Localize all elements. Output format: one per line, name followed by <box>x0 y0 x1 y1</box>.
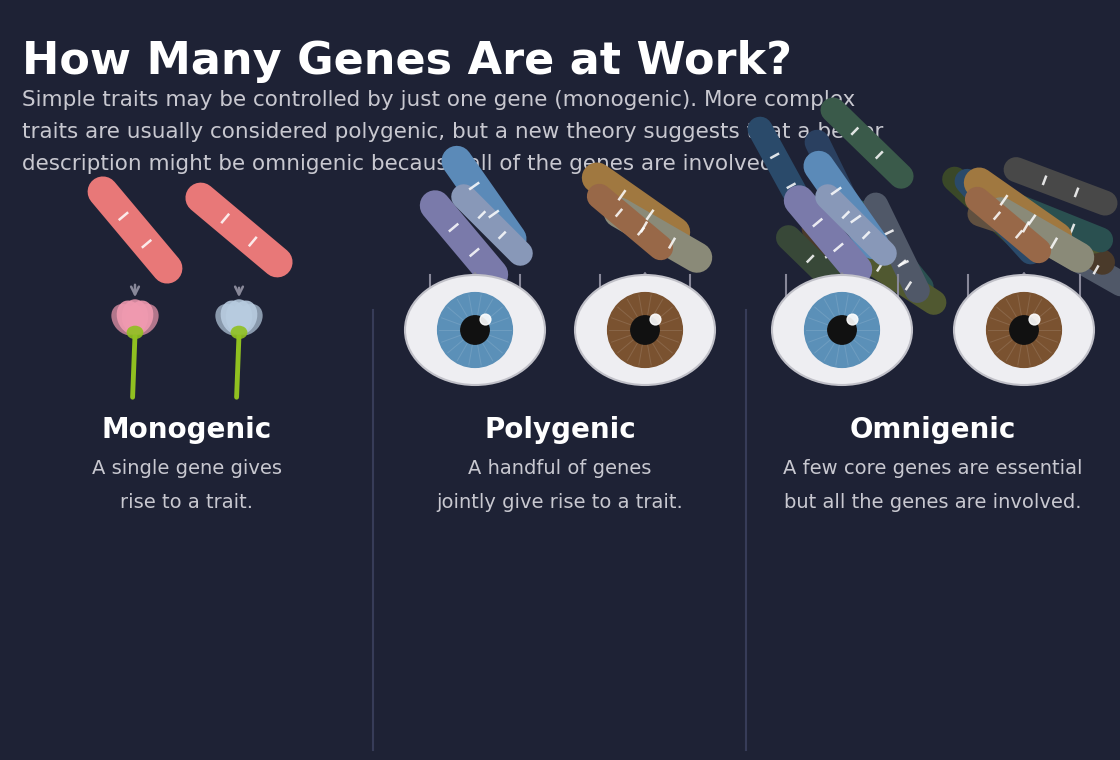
Ellipse shape <box>954 275 1094 385</box>
Ellipse shape <box>231 326 248 339</box>
Circle shape <box>1029 314 1039 325</box>
Ellipse shape <box>129 304 159 335</box>
Circle shape <box>804 293 879 367</box>
Circle shape <box>650 314 661 325</box>
Circle shape <box>1010 316 1038 344</box>
Text: A single gene gives
rise to a trait.: A single gene gives rise to a trait. <box>92 458 282 511</box>
Circle shape <box>847 314 858 325</box>
Circle shape <box>987 293 1062 367</box>
Ellipse shape <box>405 275 545 385</box>
Ellipse shape <box>111 304 141 335</box>
Text: description might be omnigenic because all of the genes are involved.: description might be omnigenic because a… <box>22 154 781 174</box>
Circle shape <box>460 316 489 344</box>
Circle shape <box>631 316 660 344</box>
Ellipse shape <box>125 300 153 334</box>
Circle shape <box>828 316 856 344</box>
Text: A few core genes are essential
but all the genes are involved.: A few core genes are essential but all t… <box>783 458 1083 511</box>
Ellipse shape <box>233 304 263 335</box>
Ellipse shape <box>215 304 245 335</box>
Ellipse shape <box>230 300 258 334</box>
Ellipse shape <box>221 300 249 334</box>
Text: How Many Genes Are at Work?: How Many Genes Are at Work? <box>22 40 792 83</box>
Text: traits are usually considered polygenic, but a new theory suggests that a better: traits are usually considered polygenic,… <box>22 122 884 142</box>
Ellipse shape <box>127 326 143 339</box>
Text: Omnigenic: Omnigenic <box>850 416 1016 444</box>
Text: Monogenic: Monogenic <box>102 416 272 444</box>
Text: A handful of genes
jointly give rise to a trait.: A handful of genes jointly give rise to … <box>437 458 683 511</box>
Ellipse shape <box>116 300 144 334</box>
Ellipse shape <box>772 275 912 385</box>
Ellipse shape <box>122 299 148 334</box>
Circle shape <box>438 293 512 367</box>
Ellipse shape <box>575 275 715 385</box>
Circle shape <box>480 314 491 325</box>
Ellipse shape <box>226 299 252 334</box>
Text: Polygenic: Polygenic <box>484 416 636 444</box>
Text: Simple traits may be controlled by just one gene (monogenic). More complex: Simple traits may be controlled by just … <box>22 90 856 110</box>
Circle shape <box>607 293 682 367</box>
